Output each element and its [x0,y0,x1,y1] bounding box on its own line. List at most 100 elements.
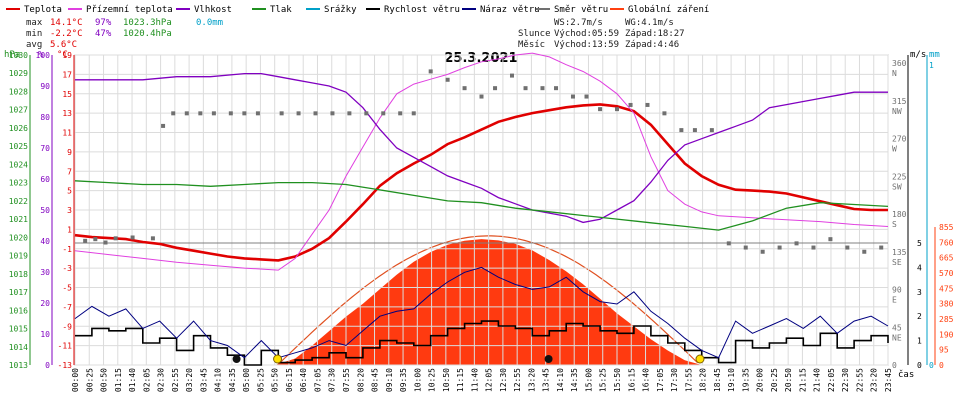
direction-tick: 225 [892,172,907,181]
sunset-marker [695,354,705,364]
temperature-tick: 9 [67,148,72,157]
time-tick: 03:45 [199,368,208,392]
wind-tick: 5 [917,239,922,248]
time-tick: 07:05 [314,368,323,392]
humidity-tick: 0 [45,361,50,370]
stat-min-temp: -2.2°C [50,29,83,39]
time-tick: 05:00 [242,368,251,392]
time-tick: 22:55 [856,368,865,392]
wind-dir-point [794,241,799,246]
pressure-tick: 1025 [9,142,28,151]
legend-label-2: Vlhkost [194,5,232,15]
markers [232,354,705,364]
wind-dir-point [493,86,498,91]
wind-dir-point [242,111,247,116]
time-tick: 22:05 [827,368,836,392]
time-tick: 02:55 [171,368,180,392]
time-tick: 12:55 [513,368,522,392]
wind-tick: 4 [917,263,922,272]
wind-dir-point [364,111,369,116]
direction-tick: S [892,220,897,229]
sun-set: Západ:18:27 [625,29,685,39]
time-tick: 12:30 [499,368,508,392]
wind-dir-point [540,86,545,91]
wind-tick: 3 [917,288,922,297]
temperature-tick: -9 [62,322,72,331]
pressure-tick: 1022 [9,197,28,206]
pressure-tick: 1014 [9,343,28,352]
axis-headers: hPa% °C m/s mm [4,50,940,60]
pressure-tick: 1020 [9,233,28,242]
temperature-tick: -5 [62,284,72,293]
grid [74,54,889,366]
temperature-tick: -1 [62,245,72,254]
time-tick: 08:20 [356,368,365,392]
direction-tick: SW [892,182,902,191]
rain-tick: 0 [929,361,934,370]
wind-dir-point [113,236,118,241]
wind-dir-point [428,69,433,74]
wind-dir-point [103,240,108,245]
stat-max-rain: 0.0mm [196,18,223,28]
wind-dir-point [211,111,216,116]
time-tick: 19:10 [727,368,736,392]
moon-label: Měsíc [518,40,545,50]
pressure-tick: 1030 [9,51,28,60]
time-tick: 08:45 [371,368,380,392]
wind-dir-point [760,249,765,254]
axis-header-rain: mm [929,50,940,60]
wind-dir-point [93,237,98,242]
wind-dir-point [479,94,484,99]
time-tick: 22:30 [841,368,850,392]
wind-dir-point [313,111,318,116]
series-layer [74,52,889,366]
direction-tick: 180 [892,210,907,219]
time-tick: 04:10 [214,368,223,392]
direction-tick: N [892,69,897,78]
pressure-tick: 1023 [9,179,28,188]
time-tick: 06:15 [285,368,294,392]
pressure-tick: 1019 [9,252,28,261]
time-tick: 01:15 [114,368,123,392]
temperature-tick: 7 [67,167,72,176]
time-tick: 21:40 [813,368,822,392]
time-tick: 02:30 [157,368,166,392]
humidity-tick: 60 [40,175,50,184]
time-tick: 17:05 [656,368,665,392]
wind-dir-point [296,111,301,116]
time-tick: 17:55 [684,368,693,392]
wind-dir-point [523,86,528,91]
wind-wg: WG:4.1m/s [625,18,674,28]
temperature-tick: -7 [62,303,72,312]
pressure-tick: 1017 [9,288,28,297]
time-tick: 18:45 [713,368,722,392]
wind-dir-point [845,245,850,250]
time-tick: 02:05 [142,368,151,392]
time-tick: 01:40 [128,368,137,392]
pressure-tick: 1018 [9,270,28,279]
humidity-tick: 30 [40,268,50,277]
legend-row: Teplota Přízemní teplota Vlhkost Tlak Srážky… [6,5,709,15]
series-prizemni-teplota [74,52,889,271]
time-tick: 16:40 [642,368,651,392]
wind-dir-point [879,245,884,250]
series-vlhkost [75,72,888,224]
wind-dir-point [161,123,166,128]
humidity-tick: 50 [40,206,50,215]
direction-tick: E [892,296,897,305]
stat-min-hum: 47% [95,29,112,39]
wind-dir-point [171,111,176,116]
direction-tick: NW [892,107,902,116]
direction-tick: 45 [892,323,902,332]
wind-dir-point [726,241,731,246]
humidity-tick: 80 [40,113,50,122]
wind-ws: WS:2.7m/s [554,18,603,28]
radiation-tick: 475 [939,284,954,293]
time-tick: 10:50 [442,368,451,392]
stat-max-press: 1023.3hPa [123,18,172,28]
axis-header-temperature: °C [57,50,68,60]
sun-rise: Východ:05:59 [554,29,619,39]
radiation-tick: 190 [939,330,954,339]
series-rychlost-vetru [75,320,889,366]
wind-dir-point [462,86,467,91]
